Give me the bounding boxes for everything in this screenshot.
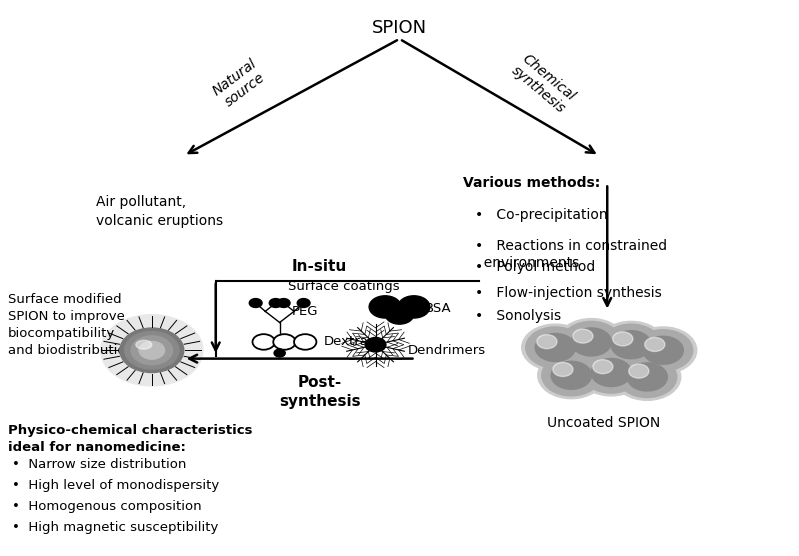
Circle shape bbox=[627, 363, 667, 391]
Circle shape bbox=[562, 321, 621, 363]
Text: Various methods:: Various methods: bbox=[463, 176, 601, 191]
Circle shape bbox=[101, 315, 203, 386]
Circle shape bbox=[120, 328, 184, 373]
Text: •   Flow-injection synthesis: • Flow-injection synthesis bbox=[475, 286, 662, 300]
Text: Chemical
synthesis: Chemical synthesis bbox=[509, 51, 578, 116]
Circle shape bbox=[252, 334, 275, 350]
Circle shape bbox=[369, 296, 401, 318]
Circle shape bbox=[131, 336, 173, 365]
Text: Surface coatings: Surface coatings bbox=[288, 280, 400, 293]
Circle shape bbox=[578, 349, 645, 396]
Text: PEG: PEG bbox=[292, 305, 318, 318]
Circle shape bbox=[277, 299, 290, 307]
Circle shape bbox=[542, 355, 601, 396]
Text: Uncoated SPION: Uncoated SPION bbox=[547, 415, 660, 430]
Text: Post-
synthesis: Post- synthesis bbox=[279, 375, 360, 409]
Text: Natural
source: Natural source bbox=[210, 56, 269, 111]
Circle shape bbox=[645, 337, 665, 351]
Circle shape bbox=[598, 321, 665, 368]
Text: Physico-chemical characteristics
ideal for nanomedicine:: Physico-chemical characteristics ideal f… bbox=[8, 424, 252, 454]
Text: •  High level of monodispersity: • High level of monodispersity bbox=[12, 479, 219, 492]
Circle shape bbox=[573, 329, 593, 343]
Circle shape bbox=[385, 304, 414, 324]
Circle shape bbox=[582, 352, 641, 393]
Circle shape bbox=[139, 341, 165, 359]
Circle shape bbox=[613, 332, 633, 346]
Circle shape bbox=[602, 324, 661, 365]
Circle shape bbox=[535, 334, 575, 361]
Circle shape bbox=[269, 299, 282, 307]
Circle shape bbox=[125, 331, 179, 369]
Circle shape bbox=[553, 363, 573, 376]
Ellipse shape bbox=[136, 340, 152, 349]
Circle shape bbox=[297, 299, 310, 307]
Circle shape bbox=[618, 356, 677, 398]
Circle shape bbox=[526, 327, 585, 368]
Circle shape bbox=[630, 327, 697, 374]
Circle shape bbox=[614, 354, 681, 400]
Circle shape bbox=[558, 319, 625, 365]
Text: Dendrimers: Dendrimers bbox=[407, 344, 486, 357]
Circle shape bbox=[611, 331, 651, 359]
Circle shape bbox=[249, 299, 262, 307]
Text: •  Narrow size distribution: • Narrow size distribution bbox=[12, 458, 186, 471]
Text: SPION: SPION bbox=[372, 19, 427, 37]
Text: In-situ: In-situ bbox=[292, 260, 348, 274]
Circle shape bbox=[273, 334, 296, 350]
Text: Dextran: Dextran bbox=[324, 335, 377, 349]
Circle shape bbox=[294, 334, 316, 350]
Circle shape bbox=[591, 359, 631, 386]
Circle shape bbox=[365, 337, 386, 352]
Circle shape bbox=[634, 330, 693, 371]
Circle shape bbox=[398, 296, 430, 318]
Text: •  Homogenous composition: • Homogenous composition bbox=[12, 500, 201, 513]
Text: Air pollutant,
volcanic eruptions: Air pollutant, volcanic eruptions bbox=[96, 195, 223, 228]
Text: •   Reactions in constrained
  environments: • Reactions in constrained environments bbox=[475, 239, 667, 270]
Text: Surface modified
SPION to improve
biocompatibility
and biodistribution: Surface modified SPION to improve biocom… bbox=[8, 293, 134, 358]
Circle shape bbox=[274, 349, 285, 357]
Circle shape bbox=[538, 352, 605, 399]
Text: •   Polyol method: • Polyol method bbox=[475, 260, 596, 275]
Text: •   Sonolysis: • Sonolysis bbox=[475, 309, 562, 324]
Text: BSA: BSA bbox=[425, 302, 451, 315]
Circle shape bbox=[593, 360, 613, 374]
Circle shape bbox=[643, 336, 683, 364]
Text: •  High magnetic susceptibility: • High magnetic susceptibility bbox=[12, 521, 218, 534]
Text: •   Co-precipitation: • Co-precipitation bbox=[475, 208, 608, 222]
Circle shape bbox=[629, 364, 649, 378]
Circle shape bbox=[537, 335, 557, 349]
Circle shape bbox=[571, 328, 611, 356]
Circle shape bbox=[522, 324, 589, 371]
Circle shape bbox=[551, 361, 591, 389]
